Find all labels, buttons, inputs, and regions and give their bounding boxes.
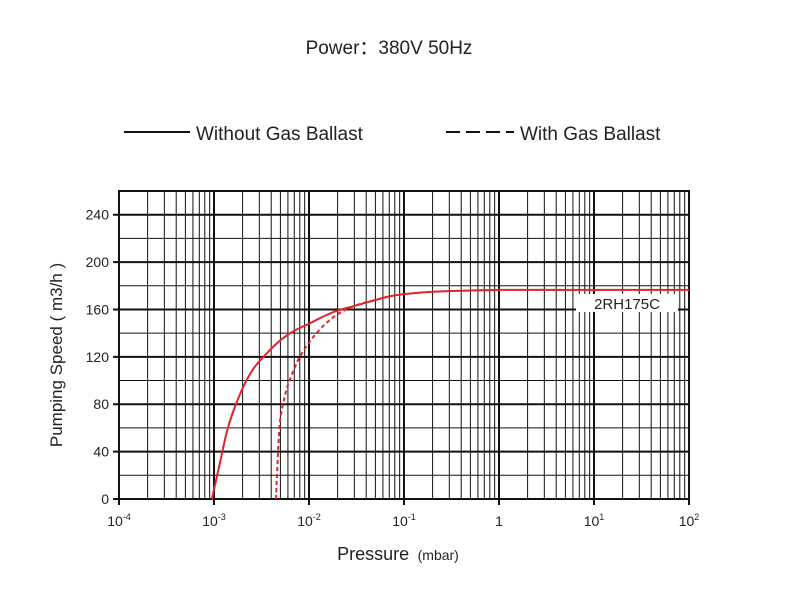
x-axis-label: Pressure (mbar) (337, 544, 459, 564)
y-tick-label: 200 (86, 254, 110, 270)
x-tick-label: 101 (584, 512, 605, 529)
x-tick-label: 10-3 (202, 512, 226, 529)
y-tick-label: 160 (86, 301, 110, 317)
curve-label: 2RH175C (594, 296, 660, 313)
y-tick-labels: 0 40 80 120 160 200 240 (86, 207, 110, 507)
x-tick-label: 10-1 (392, 512, 416, 529)
y-tick-label: 0 (101, 491, 109, 507)
legend-dashed-label: With Gas Ballast (520, 124, 661, 145)
x-axis-label-unit: (mbar) (418, 547, 459, 563)
chart-title: Power：380V 50Hz (306, 38, 473, 59)
plot-frame (118, 190, 690, 500)
series-without-gas-ballast (210, 288, 690, 500)
x-axis-label-main: Pressure (337, 544, 409, 564)
x-tick-label: 10-4 (107, 512, 131, 529)
x-tick-labels: 10-4 10-3 10-2 10-1 1 101 102 (107, 512, 699, 529)
y-axis-label: Pumping Speed ( m3/h ) (47, 263, 66, 447)
y-tick-label: 40 (93, 444, 109, 460)
x-tick-label: 10-2 (297, 512, 321, 529)
legend: Without Gas Ballast With Gas Ballast (124, 124, 661, 145)
x-tick-label: 102 (679, 512, 700, 529)
y-tick-label: 120 (86, 349, 110, 365)
grid (113, 190, 690, 505)
series-with-gas-ballast (275, 295, 390, 500)
x-tick-label: 1 (495, 513, 503, 529)
curve-label-bg (576, 294, 678, 312)
series-lines (210, 288, 690, 500)
y-tick-label: 80 (93, 396, 109, 412)
curve-label-group: 2RH175C (576, 294, 678, 313)
y-tick-label: 240 (86, 207, 110, 223)
legend-solid-label: Without Gas Ballast (196, 124, 364, 145)
